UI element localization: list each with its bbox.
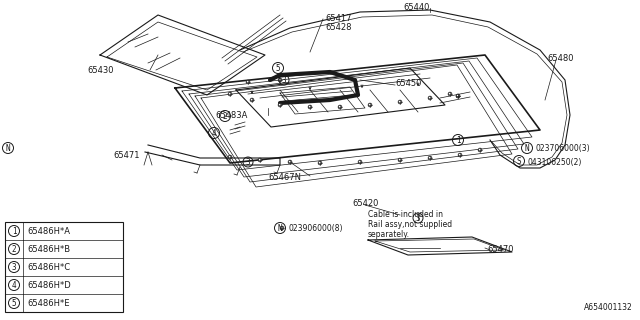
Circle shape	[250, 98, 254, 102]
Text: 65480: 65480	[547, 53, 573, 62]
Bar	[5, 222, 123, 312]
Text: separately.: separately.	[368, 230, 410, 239]
Text: 1: 1	[456, 135, 460, 145]
Circle shape	[478, 148, 482, 152]
Text: 2: 2	[12, 244, 16, 253]
Text: 65486H*D: 65486H*D	[27, 281, 71, 290]
Circle shape	[456, 94, 460, 98]
Text: 043106250(2): 043106250(2)	[527, 157, 581, 166]
Circle shape	[228, 92, 232, 96]
Circle shape	[258, 158, 262, 162]
Text: 1: 1	[12, 227, 16, 236]
Circle shape	[358, 160, 362, 164]
Text: S: S	[516, 156, 522, 165]
Circle shape	[398, 158, 402, 162]
Text: 65486H*E: 65486H*E	[27, 299, 70, 308]
Text: 4: 4	[212, 129, 216, 138]
Text: N: N	[278, 223, 282, 233]
Text: 65483A: 65483A	[215, 110, 248, 119]
Text: 2: 2	[223, 111, 227, 121]
Circle shape	[308, 105, 312, 109]
Text: 65486H*A: 65486H*A	[27, 227, 70, 236]
Text: 5: 5	[276, 63, 280, 73]
Text: 65417: 65417	[325, 13, 351, 22]
Text: 65428: 65428	[325, 22, 351, 31]
Circle shape	[428, 156, 432, 160]
Circle shape	[458, 153, 462, 157]
Circle shape	[228, 155, 232, 159]
Text: 3: 3	[416, 213, 420, 222]
Text: 65467N: 65467N	[268, 172, 301, 181]
Text: 023706000(3): 023706000(3)	[535, 143, 589, 153]
Text: 3: 3	[246, 157, 250, 166]
Text: 65471: 65471	[113, 150, 140, 159]
Text: 65470: 65470	[487, 244, 513, 253]
Text: 3: 3	[282, 76, 286, 84]
Text: 3: 3	[12, 262, 16, 271]
Text: 023906000(8): 023906000(8)	[288, 223, 342, 233]
Text: 65430: 65430	[87, 66, 113, 75]
Text: N: N	[525, 143, 529, 153]
Text: 65486H*C: 65486H*C	[27, 262, 70, 271]
Circle shape	[318, 161, 322, 165]
Text: 4: 4	[12, 281, 16, 290]
Circle shape	[278, 103, 282, 107]
Circle shape	[428, 96, 432, 100]
Text: Cable is included in: Cable is included in	[368, 210, 443, 219]
Text: 65450: 65450	[395, 78, 421, 87]
Text: 65420: 65420	[352, 198, 378, 207]
Circle shape	[246, 80, 250, 84]
Circle shape	[398, 100, 402, 104]
Text: Rail assy,not supplied: Rail assy,not supplied	[368, 220, 452, 229]
Circle shape	[456, 94, 460, 98]
Text: N: N	[6, 143, 10, 153]
Text: A654001132: A654001132	[584, 303, 633, 312]
Circle shape	[338, 105, 342, 109]
Circle shape	[368, 103, 372, 107]
Circle shape	[448, 92, 452, 96]
Circle shape	[280, 226, 284, 230]
Text: 65440: 65440	[403, 3, 429, 12]
Text: 65486H*B: 65486H*B	[27, 244, 70, 253]
Text: 5: 5	[12, 299, 16, 308]
Circle shape	[288, 160, 292, 164]
Circle shape	[278, 78, 282, 82]
